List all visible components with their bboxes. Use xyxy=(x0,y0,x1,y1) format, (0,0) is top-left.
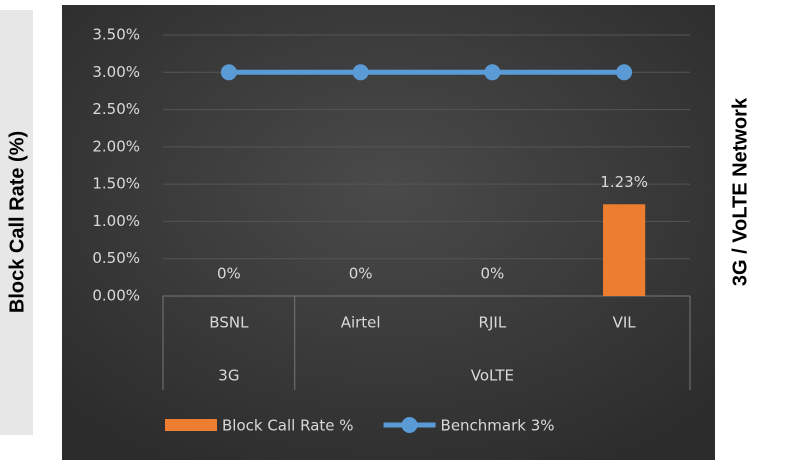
y-tick-label: 0.00% xyxy=(92,287,140,305)
legend-label: Block Call Rate % xyxy=(222,417,354,435)
value-label: 0% xyxy=(217,265,241,283)
y-title-box xyxy=(0,10,33,435)
value-label: 0% xyxy=(480,265,504,283)
y-tick-label: 2.50% xyxy=(92,100,140,118)
line-marker xyxy=(616,64,633,81)
x-tick-label: VIL xyxy=(613,314,637,332)
x-tick-label: Airtel xyxy=(341,314,381,332)
y-tick-label: 3.50% xyxy=(92,26,140,44)
y-tick-label: 3.00% xyxy=(92,63,140,81)
y-tick-label: 1.00% xyxy=(92,212,140,230)
legend-swatch xyxy=(165,419,217,431)
line-marker xyxy=(220,64,237,81)
y-tick-label: 2.00% xyxy=(92,137,140,155)
group-label: 3G xyxy=(218,367,239,385)
legend-label: Benchmark 3% xyxy=(441,417,555,435)
x-tick-label: BSNL xyxy=(209,314,249,332)
line-marker xyxy=(484,64,501,81)
x-axis-title: 3G / VoLTE Network xyxy=(729,97,751,286)
y-axis-title: Block Call Rate (%) xyxy=(6,131,28,313)
legend-swatch xyxy=(401,417,418,433)
line-marker xyxy=(352,64,369,81)
value-label: 1.23% xyxy=(600,173,648,191)
y-tick-label: 1.50% xyxy=(92,175,140,193)
value-label: 0% xyxy=(349,265,373,283)
bar xyxy=(603,204,646,296)
y-tick-label: 0.50% xyxy=(92,249,140,267)
x-tick-label: RJIL xyxy=(479,314,507,332)
group-label: VoLTE xyxy=(471,367,514,385)
